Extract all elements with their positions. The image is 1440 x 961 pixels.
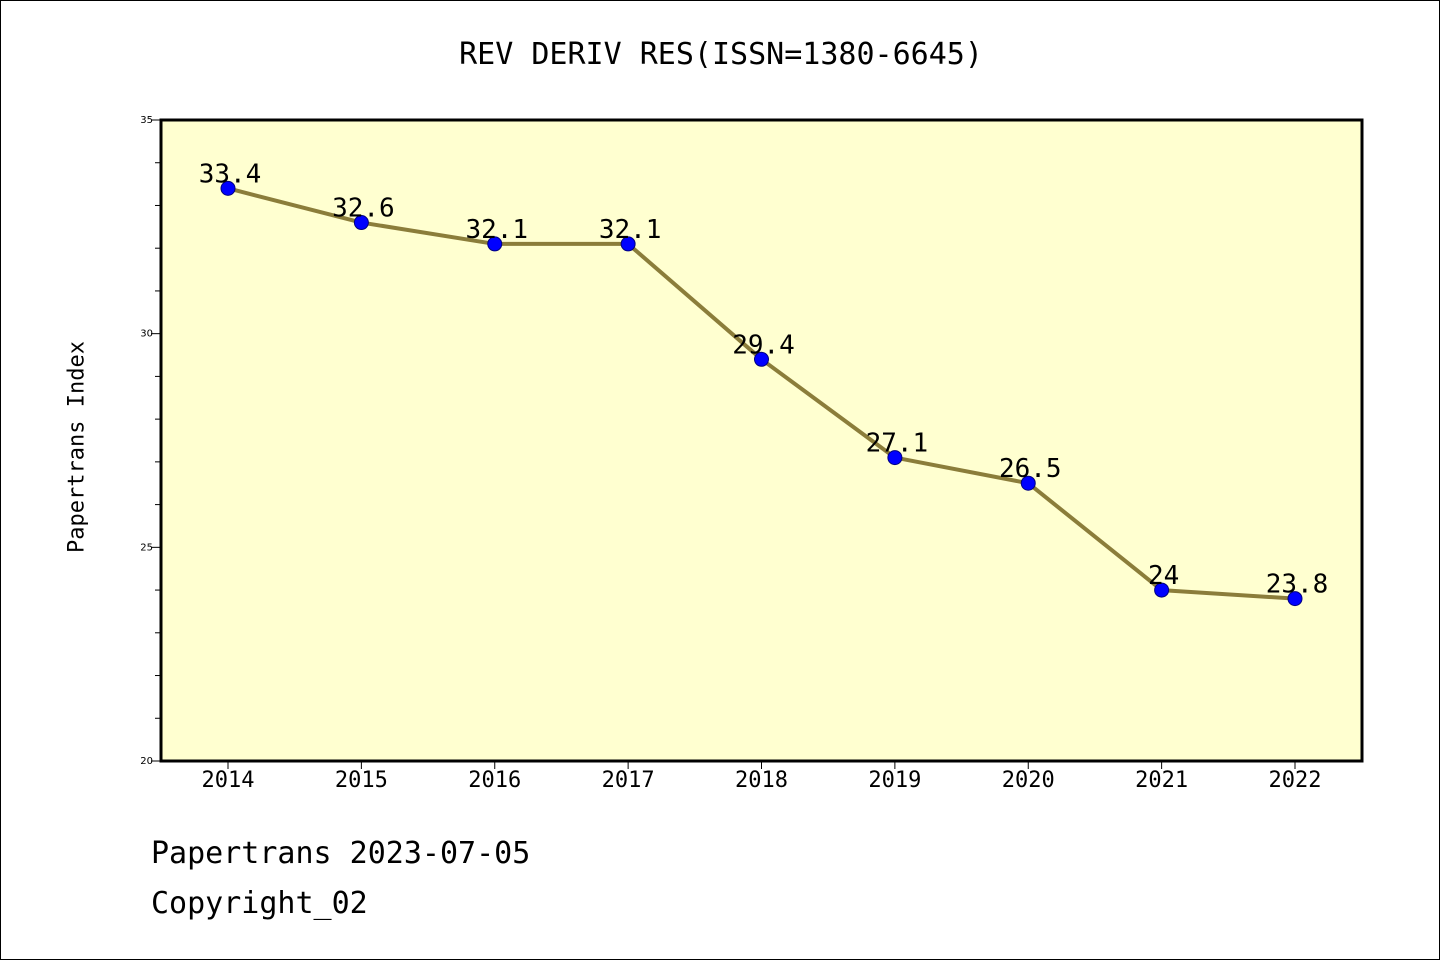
data-label: 26.5 bbox=[999, 454, 1062, 484]
x-tick-label: 2016 bbox=[468, 768, 521, 793]
y-tick-label: 35 bbox=[140, 115, 153, 126]
data-label: 29.4 bbox=[732, 330, 795, 360]
y-tick-label: 30 bbox=[140, 329, 153, 340]
footer-date: Papertrans 2023-07-05 bbox=[151, 836, 531, 871]
data-point bbox=[487, 236, 503, 252]
data-label: 33.4 bbox=[199, 159, 262, 189]
data-label: 23.8 bbox=[1266, 570, 1329, 600]
x-tick-label: 2014 bbox=[202, 768, 255, 793]
data-point bbox=[1154, 582, 1170, 598]
chart-title: REV DERIV RES(ISSN=1380-6645) bbox=[459, 37, 983, 72]
x-tick-label: 2015 bbox=[335, 768, 388, 793]
x-tick-label: 2021 bbox=[1135, 768, 1188, 793]
data-point bbox=[353, 215, 369, 231]
x-tick-label: 2019 bbox=[868, 768, 921, 793]
data-label: 32.1 bbox=[465, 215, 528, 245]
data-point bbox=[754, 351, 769, 367]
footer-copyright: Copyright_02 bbox=[151, 886, 368, 921]
y-tick-label: 20 bbox=[140, 756, 153, 767]
x-tick-label: 2018 bbox=[735, 768, 788, 793]
data-label: 27.1 bbox=[866, 429, 929, 459]
data-point bbox=[1287, 591, 1303, 607]
data-point bbox=[1020, 475, 1036, 491]
x-tick-label: 2022 bbox=[1269, 768, 1322, 793]
data-label: 24 bbox=[1148, 561, 1179, 591]
data-point bbox=[887, 450, 903, 466]
data-point bbox=[620, 236, 636, 252]
y-tick-label: 25 bbox=[140, 542, 153, 553]
x-tick-label: 2020 bbox=[1002, 768, 1055, 793]
data-label: 32.6 bbox=[332, 194, 395, 224]
x-tick-label: 2017 bbox=[602, 768, 655, 793]
data-label: 32.1 bbox=[599, 215, 662, 245]
data-point bbox=[220, 180, 236, 196]
